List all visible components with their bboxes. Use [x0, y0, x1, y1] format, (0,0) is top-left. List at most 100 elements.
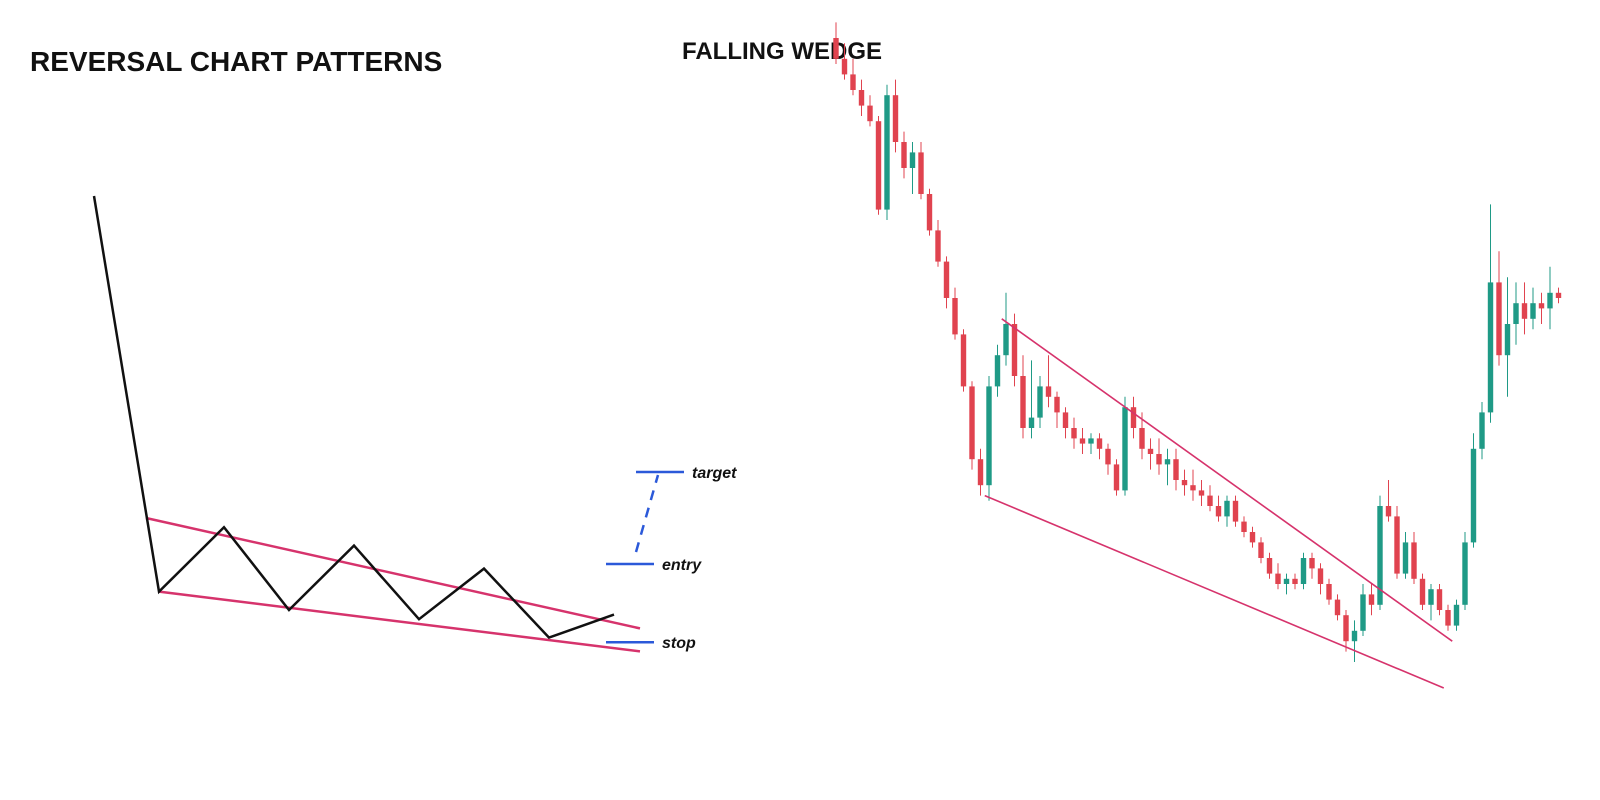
candle	[1224, 495, 1230, 527]
candle-body	[1045, 386, 1052, 397]
candle-body	[1122, 407, 1128, 491]
candle-body	[1156, 454, 1162, 465]
trendline-lower	[984, 494, 1445, 689]
candle-body	[1207, 495, 1213, 506]
candle-body	[1096, 438, 1103, 449]
candle-body	[1003, 324, 1009, 356]
candle	[1462, 532, 1468, 610]
candle	[1198, 480, 1205, 506]
candle-body	[952, 298, 958, 335]
candle-body	[833, 38, 839, 59]
candle	[1470, 433, 1477, 548]
candle-body	[1292, 578, 1298, 584]
target-projection-line	[634, 474, 660, 553]
candle	[960, 329, 967, 392]
candle-body	[1326, 584, 1332, 600]
candle	[952, 287, 958, 340]
candle-body	[1411, 542, 1417, 579]
pattern-title: FALLING WEDGE	[682, 38, 882, 65]
candle-body	[1462, 542, 1468, 605]
candle-body	[884, 95, 890, 210]
candle	[1249, 526, 1256, 548]
candle	[1453, 599, 1460, 631]
candle	[1156, 438, 1162, 475]
candle	[1045, 355, 1052, 408]
candle-body	[1538, 303, 1545, 309]
candle-body	[1113, 464, 1120, 491]
candle-body	[1224, 500, 1230, 517]
candle	[1283, 573, 1290, 595]
candle-body	[1054, 396, 1060, 413]
candle-body	[986, 386, 992, 486]
candle-body	[850, 74, 856, 90]
candle	[1360, 584, 1366, 636]
candle-body	[1037, 386, 1043, 418]
candle-body	[1164, 459, 1171, 465]
candle-body	[1436, 589, 1443, 610]
candle-body	[1249, 532, 1256, 543]
candle-body	[994, 355, 1001, 387]
candle	[1003, 292, 1009, 366]
candle	[986, 376, 992, 501]
candle	[1317, 563, 1324, 595]
candle	[1538, 292, 1545, 324]
candle	[833, 22, 839, 64]
candle	[1258, 537, 1264, 564]
candle-body	[1309, 558, 1315, 569]
candle	[1419, 573, 1426, 610]
candle-body	[1317, 568, 1324, 584]
candle-body	[1343, 615, 1349, 642]
candle-body	[1419, 578, 1426, 605]
candle	[1079, 428, 1086, 454]
candle-body	[1011, 324, 1018, 376]
candle-body	[1071, 428, 1077, 439]
candle-body	[960, 334, 967, 387]
candle	[1232, 495, 1239, 527]
candles	[833, 22, 1562, 662]
candle	[1513, 282, 1519, 345]
page-title: REVERSAL CHART PATTERNS	[30, 46, 443, 77]
candle	[977, 448, 984, 496]
candle	[1266, 552, 1273, 579]
candle	[969, 381, 975, 470]
candle	[1173, 448, 1179, 491]
candle-body	[858, 90, 865, 106]
candle-body	[1496, 282, 1502, 356]
candle-body	[1062, 412, 1069, 428]
candle-body	[935, 230, 941, 262]
trendline-upper	[1001, 318, 1453, 642]
candle-body	[1513, 303, 1519, 324]
candle-body	[1300, 558, 1307, 584]
candle	[841, 43, 848, 80]
candle-body	[909, 152, 916, 168]
candle	[1215, 495, 1222, 522]
candle	[875, 116, 882, 215]
candle	[1113, 459, 1120, 496]
candle	[1054, 391, 1060, 428]
candle	[1368, 584, 1375, 616]
candle-body	[1173, 459, 1179, 480]
candle	[884, 84, 890, 220]
candle	[892, 79, 899, 153]
candle-body	[1428, 589, 1434, 605]
candle-body	[1479, 412, 1485, 449]
candle	[1385, 480, 1392, 522]
candle	[1394, 506, 1400, 579]
candle-body	[1334, 599, 1341, 616]
candle	[1062, 407, 1069, 439]
candle	[1139, 412, 1145, 460]
candle-body	[875, 121, 882, 210]
candle	[943, 256, 950, 309]
candle-body	[1198, 490, 1205, 496]
candle	[1411, 532, 1417, 584]
candle-body	[1547, 292, 1553, 309]
candle-body	[1232, 500, 1239, 522]
candle	[1479, 402, 1485, 460]
candle	[1020, 355, 1026, 439]
candle	[1292, 573, 1298, 590]
candle	[1351, 620, 1358, 662]
candle	[1487, 204, 1494, 423]
candle	[1181, 469, 1188, 496]
candle	[1105, 443, 1111, 475]
candle	[1275, 563, 1281, 590]
